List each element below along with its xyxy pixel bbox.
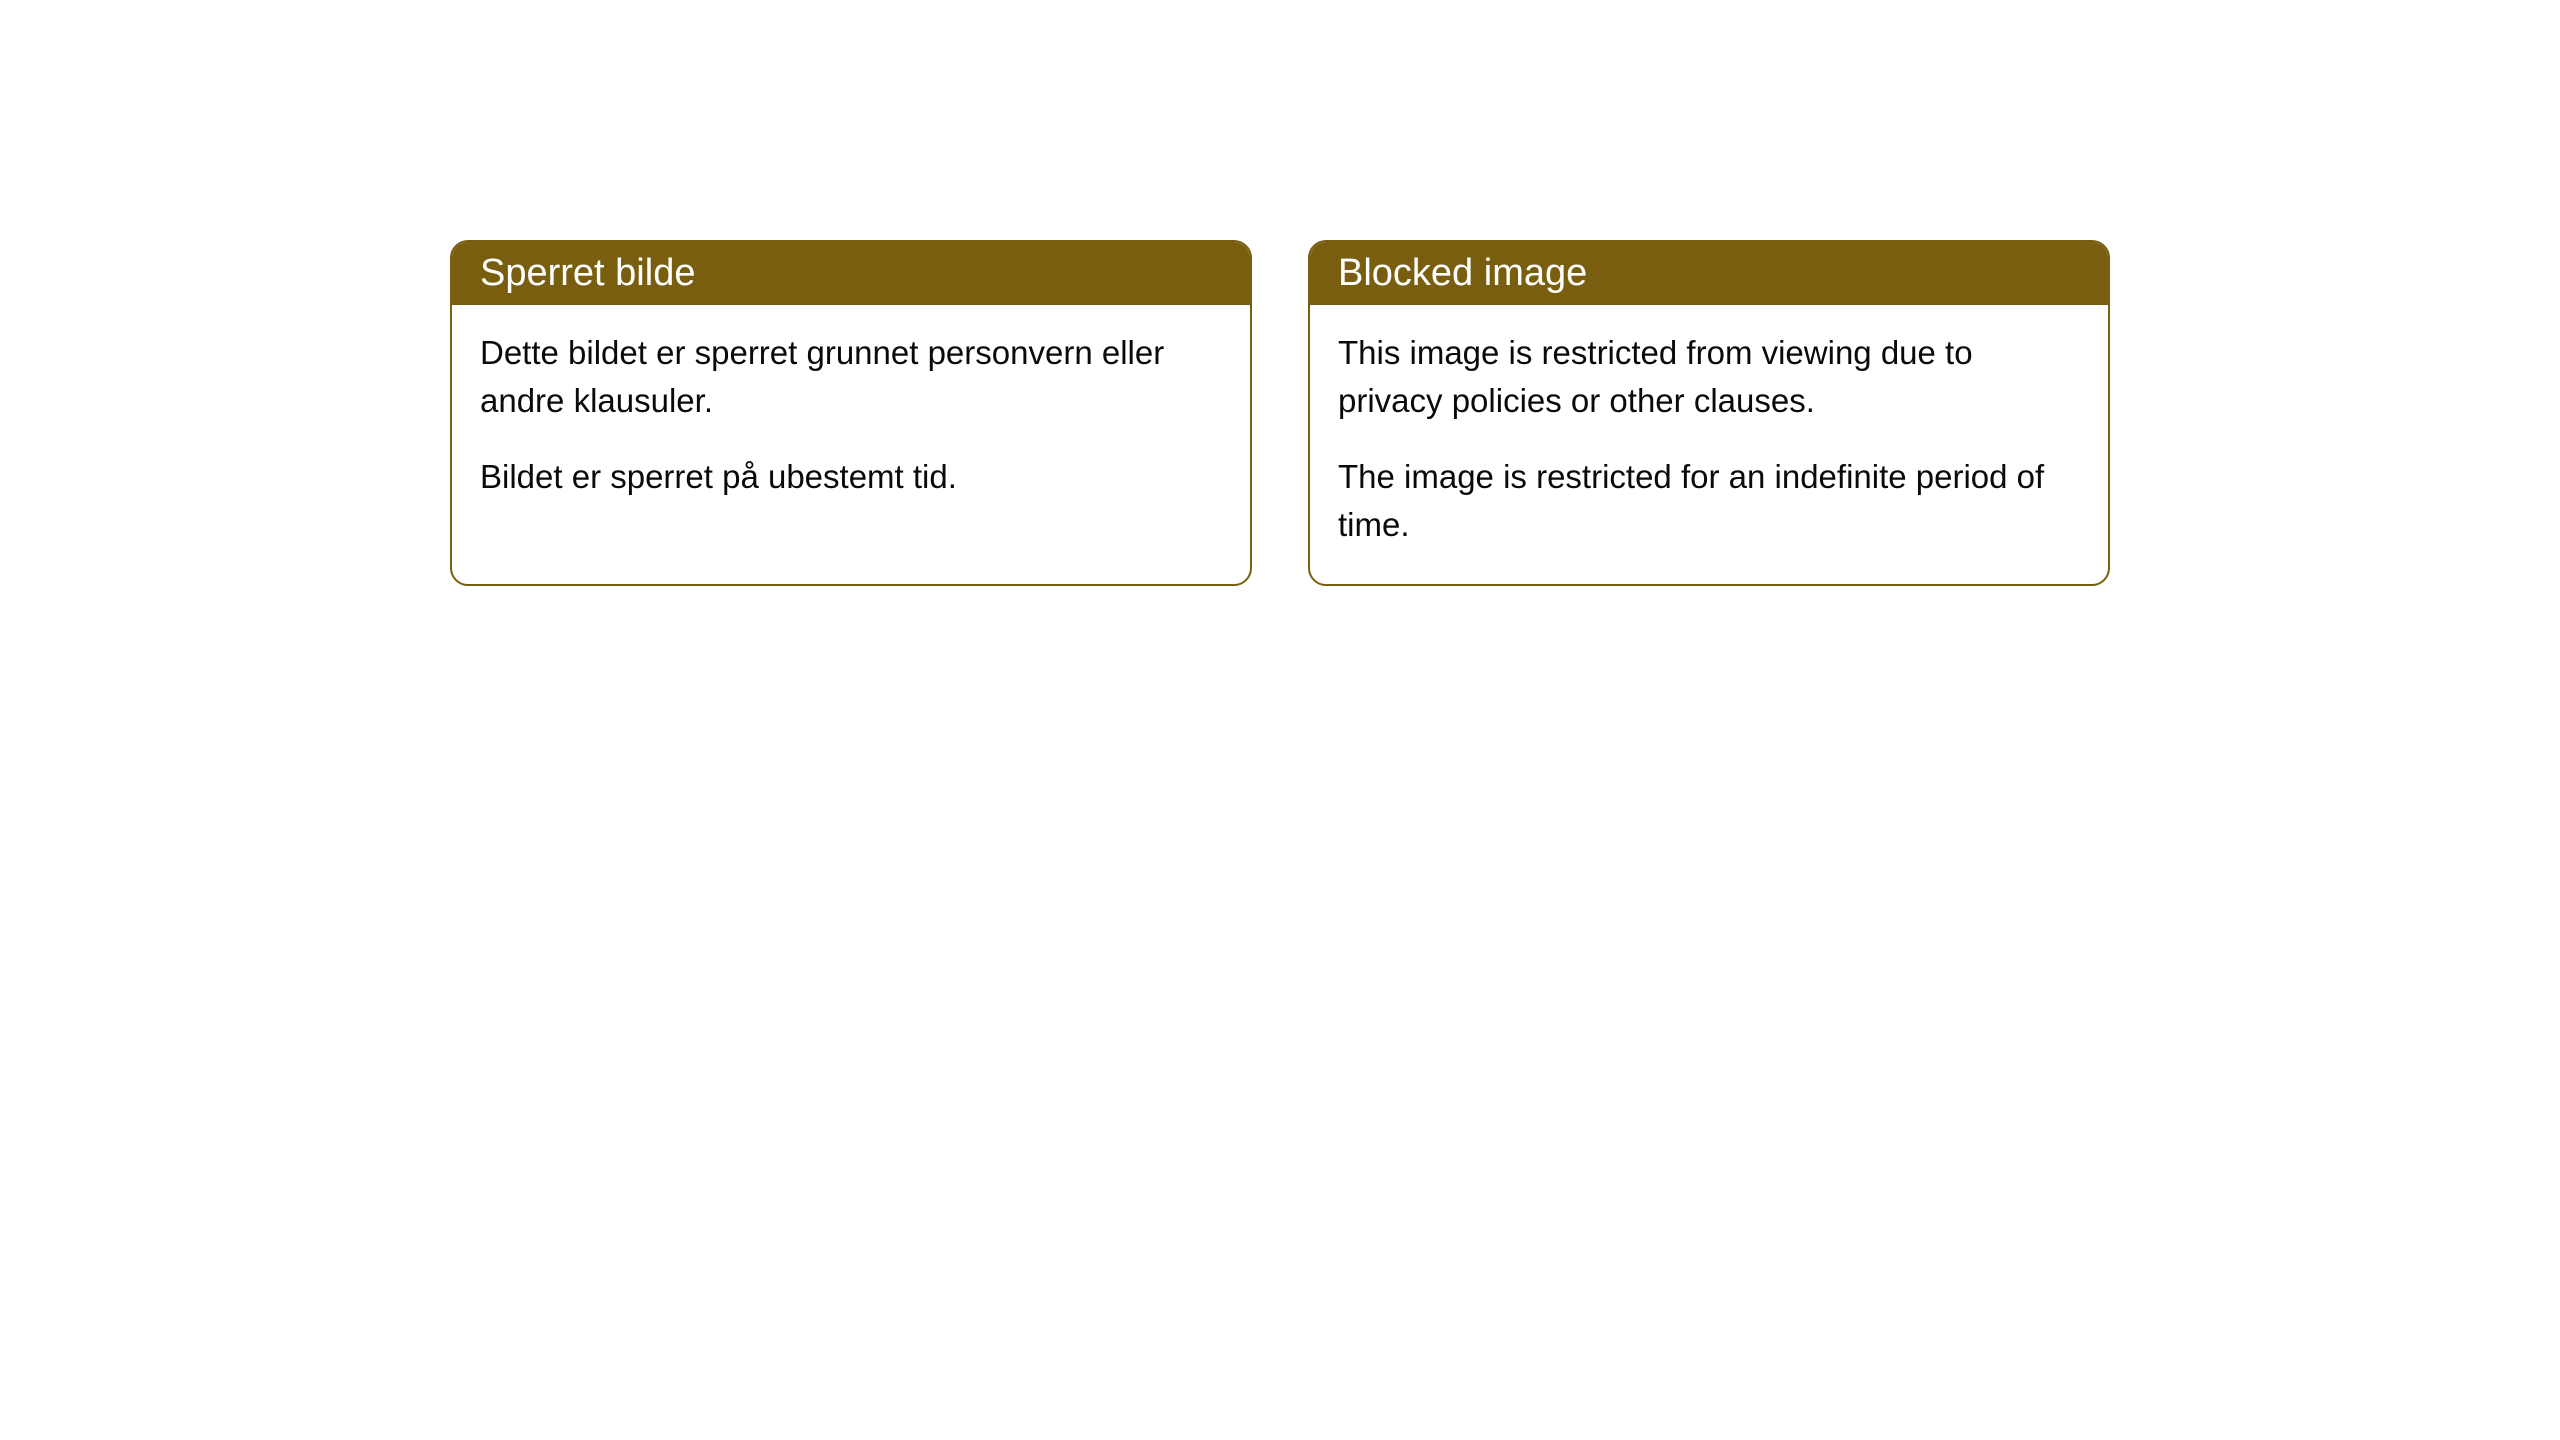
card-paragraph: Dette bildet er sperret grunnet personve… xyxy=(480,329,1222,425)
card-header: Blocked image xyxy=(1310,242,2108,305)
notice-cards-container: Sperret bilde Dette bildet er sperret gr… xyxy=(450,240,2110,586)
card-body: Dette bildet er sperret grunnet personve… xyxy=(452,305,1250,537)
notice-card-english: Blocked image This image is restricted f… xyxy=(1308,240,2110,586)
card-paragraph: The image is restricted for an indefinit… xyxy=(1338,453,2080,549)
notice-card-norwegian: Sperret bilde Dette bildet er sperret gr… xyxy=(450,240,1252,586)
card-paragraph: Bildet er sperret på ubestemt tid. xyxy=(480,453,1222,501)
card-title: Sperret bilde xyxy=(480,252,695,294)
card-body: This image is restricted from viewing du… xyxy=(1310,305,2108,584)
card-title: Blocked image xyxy=(1338,252,1587,294)
card-paragraph: This image is restricted from viewing du… xyxy=(1338,329,2080,425)
card-header: Sperret bilde xyxy=(452,242,1250,305)
